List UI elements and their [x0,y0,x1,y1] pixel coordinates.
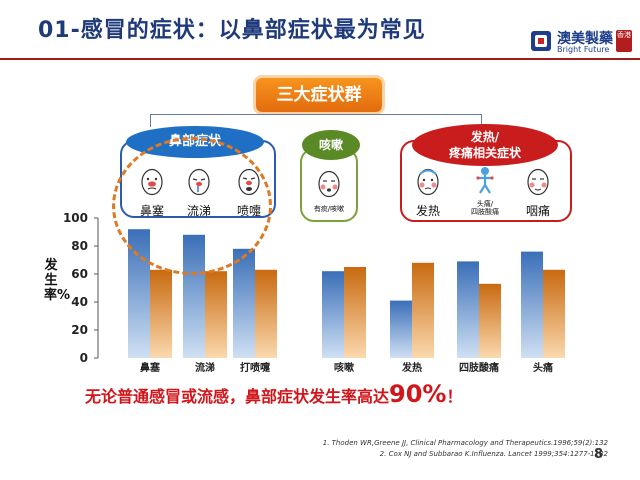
logo-text-cn: 澳美製藥 [557,31,613,47]
y-tick-label: 60 [71,267,88,281]
bar-series1-4 [390,300,412,358]
y-tick-label: 80 [71,239,88,253]
y-tick-label: 100 [63,211,88,225]
fever-face-icon [417,168,439,196]
x-category-label: 流涕 [195,361,215,374]
fever-group-label-line1: 发热/ [470,130,500,144]
reference-2: 2. Cox NJ and Subbarao K.Influenza. Lanc… [379,450,608,458]
bar-series1-3 [322,271,344,358]
bar-series2-3 [344,267,366,358]
symptom-fever: 发热 [406,168,450,219]
symptom-groups-title: 三大症状群 [256,78,382,112]
conclusion-tail: ！ [446,387,463,406]
y-tick-label: 40 [71,295,88,309]
y-tick-label: 20 [71,323,88,337]
y-axis-label: 发生率% [44,258,71,303]
x-category-label: 咳嗽 [334,361,354,374]
nasal-highlight-circle [112,137,272,275]
bar-series2-0 [150,269,172,358]
bar-series2-5 [479,283,501,358]
logo-mark-icon [531,31,551,51]
x-category-label: 发热 [401,361,422,374]
bar-series2-1 [205,271,227,358]
group-bracket [150,114,482,127]
symptom-label: 头痛/ 四肢酸痛 [471,200,499,216]
cough-group-label: 咳嗽 [302,130,360,160]
reference-1: 1. Thoden WR,Greene JJ, Clinical Pharmac… [322,439,608,447]
bar-series2-2 [255,269,277,358]
x-category-label: 打喷嚏 [240,361,271,374]
x-category-label: 头痛 [533,361,553,374]
bar-series1-5 [457,261,479,358]
y-tick-label: 0 [80,351,88,365]
symptom-label: 咽痛 [525,204,550,218]
fever-group-label-line2: 疼痛相关症状 [448,146,521,160]
conclusion-main: 无论普通感冒或流感，鼻部症状发生率高达 [85,387,390,406]
x-category-label: 四肢酸痛 [459,361,499,374]
fever-group-label: 发热/ 疼痛相关症状 [412,124,558,166]
symptom-sore-throat: 咽痛 [516,168,560,219]
references: 1. Thoden WR,Greene JJ, Clinical Pharmac… [323,438,608,460]
bar-series1-6 [521,251,543,358]
symptom-label: 有痰/咳嗽 [313,205,345,213]
symptom-cough: 有痰/咳嗽 [307,170,351,214]
cough-face-icon [318,170,340,198]
conclusion-emphasis: 90% [389,380,447,408]
conclusion-text: 无论普通感冒或流感，鼻部症状发生率高达90%！ [85,380,462,408]
x-category-label: 鼻塞 [140,361,161,374]
company-logo: 澳美製藥 Bright Future 香港 [530,28,634,54]
page-title: 01-感冒的症状：以鼻部症状最为常见 [38,18,426,43]
bar-series2-6 [543,269,565,358]
symptom-label: 发热 [415,204,440,218]
bar-series1-2 [233,248,255,358]
body-ache-figure-icon [476,167,494,194]
symptom-body-ache: 头痛/ 四肢酸痛 [463,166,507,216]
page-number: 8 [594,447,604,462]
title-divider [0,58,640,60]
logo-seal: 香港 [616,30,632,52]
bar-series2-4 [412,262,434,358]
sore-throat-face-icon [527,168,549,196]
logo-text-en: Bright Future [557,45,610,54]
